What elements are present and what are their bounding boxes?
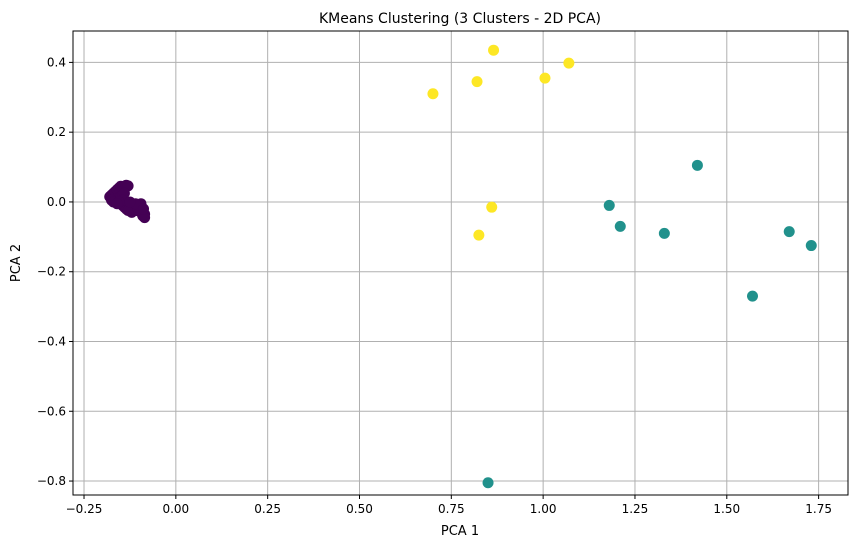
y-tick-label: −0.2	[37, 265, 66, 279]
cluster-1-point	[658, 227, 670, 239]
cluster-0-point	[122, 205, 134, 217]
y-tick-label: −0.8	[37, 474, 66, 488]
plot-frame	[72, 30, 849, 496]
x-axis-label: PCA 1	[441, 524, 479, 539]
x-tick-label: 1.75	[805, 502, 832, 516]
cluster-2-point	[471, 76, 483, 88]
cluster-1-point	[691, 159, 703, 171]
cluster-2-point	[486, 201, 498, 213]
y-tick-label: −0.6	[37, 404, 66, 418]
x-tick-label: 0.75	[438, 502, 465, 516]
cluster-2-point	[427, 88, 439, 100]
cluster-2-point	[563, 57, 575, 69]
x-tick-label: 1.00	[530, 502, 557, 516]
x-tick-label: 1.50	[713, 502, 740, 516]
cluster-1-point	[482, 477, 494, 489]
y-tick-label: −0.4	[37, 334, 66, 348]
y-tick-label: 0.2	[47, 125, 66, 139]
x-axis: −0.25 0.00 0.25 0.50 0.75 1.00 1.25 1.50 1.75	[66, 495, 832, 516]
cluster-1-point	[603, 199, 615, 211]
y-axis-label: PCA 2	[9, 244, 24, 282]
cluster-0-point	[111, 198, 123, 210]
x-tick-label: 0.00	[162, 502, 189, 516]
cluster-1-point	[805, 240, 817, 252]
y-axis: −0.8 −0.6 −0.4 −0.2 0.0 0.2 0.4	[37, 55, 73, 488]
x-tick-label: 0.25	[254, 502, 281, 516]
cluster-2-point	[539, 72, 551, 84]
cluster-1-point	[747, 290, 759, 302]
cluster-0-point	[138, 203, 150, 215]
x-tick-label: −0.25	[66, 502, 103, 516]
cluster-1-point	[614, 220, 626, 232]
data-points	[104, 44, 817, 489]
cluster-0-point	[139, 212, 151, 224]
chart-title: KMeans Clustering (3 Clusters - 2D PCA)	[319, 11, 601, 27]
y-tick-label: 0.0	[47, 195, 66, 209]
cluster-0-point	[124, 196, 136, 208]
grid	[73, 31, 848, 495]
y-tick-label: 0.4	[47, 55, 66, 69]
cluster-2-point	[473, 229, 485, 241]
cluster-1-point	[783, 226, 795, 238]
cluster-2-point	[488, 44, 500, 56]
x-tick-label: 0.50	[346, 502, 373, 516]
x-tick-label: 1.25	[622, 502, 649, 516]
